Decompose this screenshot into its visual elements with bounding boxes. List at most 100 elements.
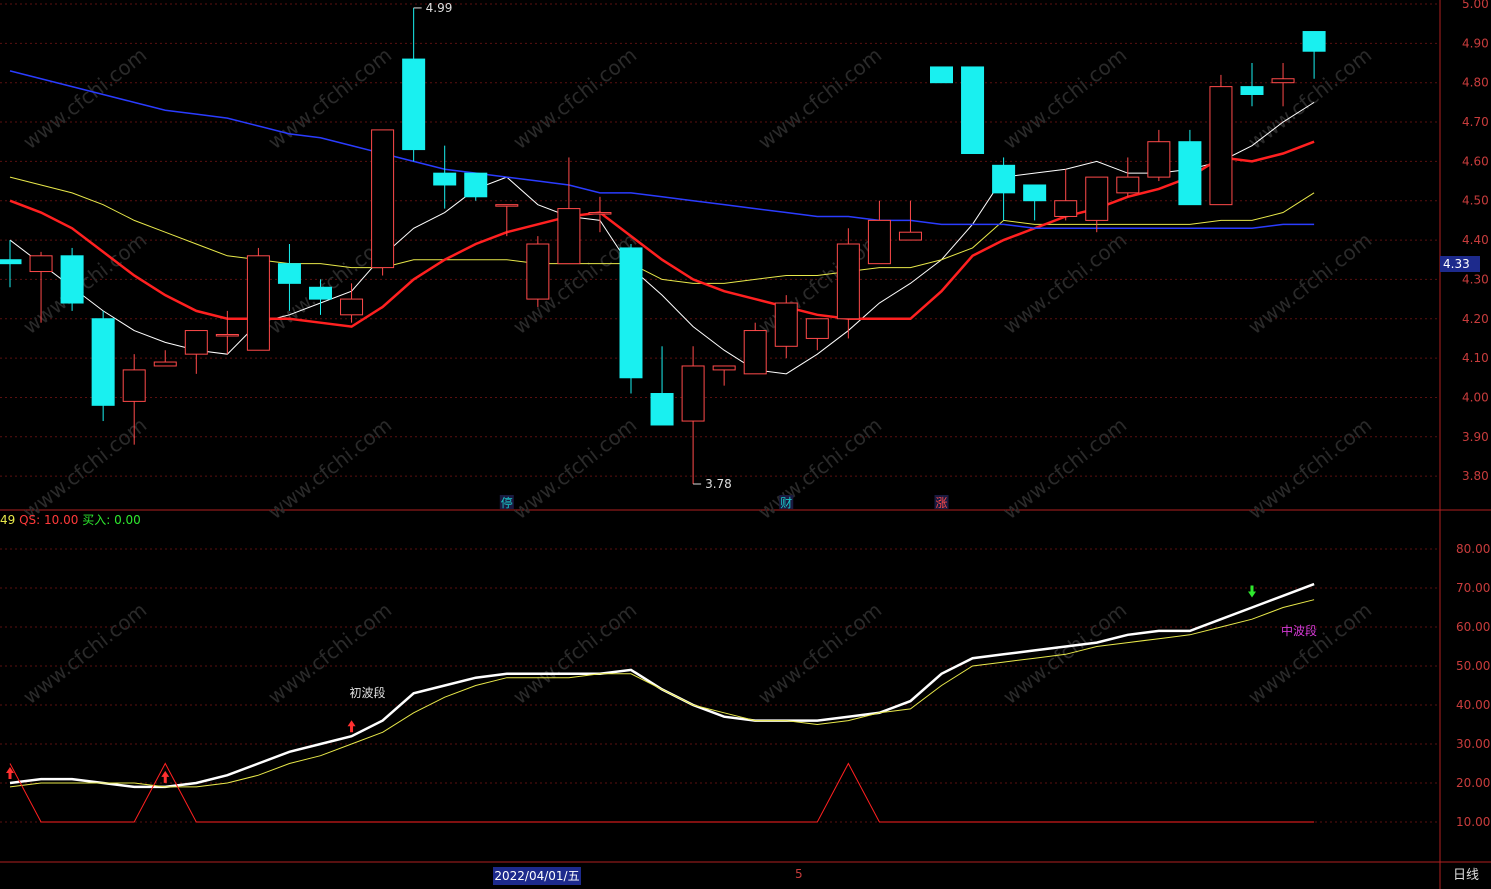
candle-body: [1178, 141, 1202, 206]
watermark-text: www.cfchi.com: [998, 228, 1131, 339]
candle: [774, 295, 798, 359]
candle-body: [309, 286, 332, 300]
event-marker-box: [934, 495, 949, 509]
period-marker: 5: [795, 867, 803, 881]
watermark-text: www.cfchi.com: [998, 43, 1131, 154]
price-tick-label: 5.00: [1462, 0, 1489, 11]
event-marker: 涨: [936, 495, 948, 510]
candle: [495, 204, 519, 237]
candle-body: [526, 243, 550, 300]
buy-arrow-icon: [6, 767, 14, 779]
watermark-layer: www.cfchi.com www.cfchi.com www.cfchi.com w…: [18, 43, 1491, 709]
candle-body: [60, 255, 84, 304]
candle: [557, 157, 581, 265]
candle-body: [371, 129, 395, 269]
price-tick-label: 4.60: [1462, 154, 1489, 168]
candle: [1116, 157, 1140, 197]
candle-body: [122, 369, 146, 402]
candle: [1178, 129, 1202, 206]
price-tick-label: 4.50: [1462, 194, 1489, 208]
candle: [122, 354, 146, 445]
sell-arrow-icon: [1248, 585, 1256, 598]
watermark-text: www.cfchi.com: [18, 228, 151, 339]
candle-body: [153, 361, 177, 367]
event-marker: 财: [780, 496, 792, 510]
indicator-legend: 49 QS: 10.00 买入: 0.00: [0, 511, 141, 528]
buy-arrow-icon: [161, 770, 170, 783]
event-marker: 停: [501, 495, 513, 510]
candle: [930, 66, 953, 84]
candle: [1054, 169, 1078, 221]
status-bar: [0, 865, 1491, 889]
watermark-text: www.cfchi.com: [263, 413, 396, 524]
candle-body: [992, 164, 1016, 194]
legend-qs: QS: 10.00: [19, 513, 79, 527]
candle: [681, 346, 705, 484]
legend-prefix: 49: [0, 513, 16, 527]
candle-body: [402, 58, 426, 151]
candle-body: [743, 330, 767, 375]
legend-buy: 买入: 0.00: [82, 513, 141, 527]
candle: [1271, 63, 1295, 107]
watermark-text: www.cfchi.com: [753, 598, 886, 709]
price-tick-label: 4.20: [1462, 312, 1489, 326]
candle-body: [1054, 200, 1078, 217]
event-marker-box: [779, 495, 794, 509]
cursor-date-label: 2022/04/01/五: [493, 867, 581, 885]
candlestick-series: [0, 7, 1326, 484]
candle: [402, 7, 426, 162]
candle-body: [588, 212, 612, 215]
price-tick-label: 4.40: [1462, 233, 1489, 247]
candle: [371, 129, 395, 276]
candle-body: [930, 66, 953, 84]
candle: [992, 157, 1016, 221]
candle: [743, 322, 767, 375]
indicator-line: [9, 599, 1315, 788]
candle-body: [805, 318, 829, 339]
candle: [309, 279, 332, 315]
price-tick-label: 3.80: [1462, 469, 1489, 483]
event-marker-box: [499, 495, 514, 509]
candle: [91, 310, 115, 422]
candle-body: [277, 263, 301, 284]
candle: [277, 244, 301, 311]
candle-body: [215, 333, 239, 337]
watermark-text: www.cfchi.com: [508, 598, 641, 709]
candle-body: [774, 302, 798, 347]
price-tick-label: 4.00: [1462, 390, 1489, 404]
candle-body: [1023, 184, 1047, 202]
watermark-text: www.cfchi.com: [998, 413, 1131, 524]
watermark-text: www.cfchi.com: [508, 43, 641, 154]
watermark-text: www.cfchi.com: [18, 43, 151, 154]
candle: [961, 66, 985, 155]
wave-label: 初波段: [350, 685, 386, 700]
candle-body: [1116, 176, 1140, 194]
indicator-tick-label: 10.00: [1456, 815, 1490, 829]
candle-body: [433, 172, 457, 186]
indicator-tick-label: 60.00: [1456, 620, 1490, 634]
price-tick-label: 4.80: [1462, 76, 1489, 90]
candle-body: [340, 298, 364, 316]
candle-body: [619, 247, 643, 379]
candle: [246, 247, 270, 351]
candle: [29, 251, 53, 323]
watermark-text: www.cfchi.com: [18, 598, 151, 709]
price-tick-label: 4.10: [1462, 351, 1489, 365]
candle-body: [712, 365, 736, 371]
candle: [153, 350, 177, 367]
watermark-text: www.cfchi.com: [1243, 413, 1376, 524]
indicator-line: [9, 762, 1315, 823]
candle-body: [1085, 176, 1109, 221]
moving-average-line: [9, 70, 1315, 230]
candle: [184, 330, 208, 374]
high-label: 4.99: [426, 1, 453, 15]
candle-body: [1240, 86, 1264, 95]
candle: [464, 172, 488, 201]
watermark-text: www.cfchi.com: [753, 43, 886, 154]
price-axis: 5.00 4.90 4.80 4.70 4.60 4.50 4.40 4.30 4.20 4.10…: [1456, 0, 1490, 829]
candle: [836, 228, 860, 339]
period-selector[interactable]: 日线: [1452, 868, 1479, 883]
candle: [0, 240, 22, 288]
